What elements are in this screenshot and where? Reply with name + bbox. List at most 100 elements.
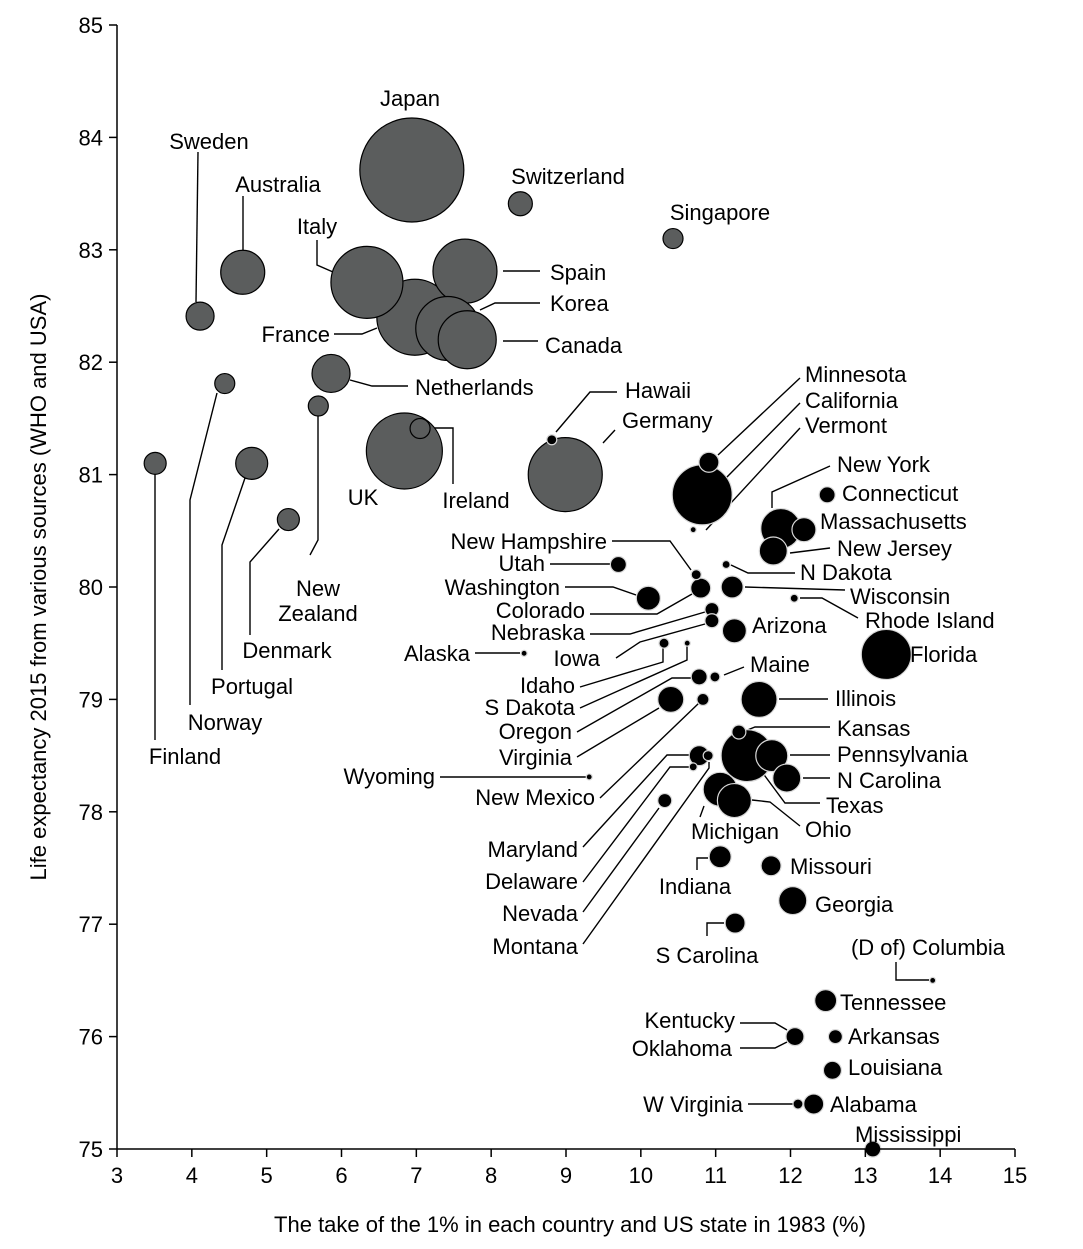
- label-norway: Norway: [188, 710, 263, 735]
- x-tick-label: 11: [704, 1163, 727, 1188]
- label-spain: Spain: [550, 260, 606, 285]
- bubble-tennessee: [814, 989, 838, 1013]
- label-ohio: Ohio: [805, 817, 851, 842]
- x-axis-label: The take of the 1% in each country and U…: [274, 1212, 866, 1237]
- x-tick-label: 4: [186, 1163, 198, 1188]
- bubble-new-mexico: [696, 692, 710, 707]
- x-tick-label: 7: [410, 1163, 422, 1188]
- bubble-w-virginia: [792, 1098, 804, 1110]
- bubble-kansas: [731, 724, 747, 740]
- bubble-ireland: [409, 417, 431, 440]
- label-utah: Utah: [499, 551, 545, 576]
- bubble-pennsylvania: [755, 738, 789, 773]
- bubble-iowa: [704, 613, 720, 629]
- label-delaware: Delaware: [485, 869, 578, 894]
- bubble-utah: [609, 555, 627, 574]
- label-rhode-island: Rhode Island: [865, 608, 995, 633]
- label-singapore: Singapore: [670, 200, 770, 225]
- leader-germany: [602, 429, 616, 444]
- leader-hawaii: [555, 391, 617, 433]
- bubble-n-dakota: [721, 559, 731, 570]
- leader-italy: [316, 240, 334, 273]
- bubble-new-zealand: [307, 395, 329, 417]
- leader-denmark: [249, 528, 280, 635]
- leader-colorado: [590, 593, 693, 615]
- label-georgia: Georgia: [815, 892, 894, 917]
- label-wyoming: Wyoming: [344, 764, 436, 789]
- label-w-virginia: W Virginia: [643, 1092, 744, 1117]
- label-korea: Korea: [550, 291, 609, 316]
- label-washington: Washington: [445, 575, 560, 600]
- bubble-missouri: [760, 855, 782, 877]
- bubble-norway: [214, 372, 236, 395]
- bubble-wyoming: [585, 773, 593, 781]
- label-oklahoma: Oklahoma: [632, 1036, 733, 1061]
- leader-new-zealand: [309, 416, 319, 556]
- leader-wisconsin: [744, 586, 846, 591]
- leader-s-dakota: [579, 646, 688, 709]
- bubble-montana: [702, 749, 714, 762]
- bubble-connecticut: [818, 486, 836, 504]
- leader-new-jersey: [789, 547, 831, 554]
- y-axis-label: Life expectancy 2015 from various source…: [26, 294, 51, 881]
- label-texas: Texas: [826, 793, 883, 818]
- bubble-switzerland: [507, 191, 533, 217]
- leader-korea: [479, 302, 540, 311]
- axes: 3 4 5 6 7 8 9 10 11 12 13 14 15757677787980818283848…: [79, 13, 1028, 1188]
- label-germany: Germany: [622, 408, 712, 433]
- bubble-uk: [365, 412, 443, 490]
- label-s-dakota: S Dakota: [485, 695, 576, 720]
- bubble-s-carolina: [724, 912, 746, 934]
- y-tick-label: 79: [79, 687, 103, 712]
- x-tick-label: 5: [261, 1163, 273, 1188]
- leader-ohio: [751, 799, 801, 827]
- bubble-new-jersey: [758, 536, 788, 566]
- leader-iowa: [615, 623, 706, 659]
- label-mississippi: Mississippi: [855, 1122, 961, 1147]
- label-n-carolina: N Carolina: [837, 768, 942, 793]
- bubble-s-dakota: [683, 639, 691, 647]
- y-tick-label: 85: [79, 13, 103, 38]
- bubble-d-of-columbia: [929, 976, 937, 985]
- label-denmark: Denmark: [242, 638, 332, 663]
- bubble-sweden: [185, 301, 215, 331]
- leader-oklahoma: [740, 1041, 788, 1049]
- leader-portugal: [221, 477, 246, 670]
- label-france: France: [262, 322, 330, 347]
- leader-indiana: [696, 857, 708, 870]
- label-netherlands: Netherlands: [415, 375, 534, 400]
- label-leaders: [154, 151, 929, 1105]
- leader-rhode-island: [800, 597, 859, 619]
- bubble-florida: [860, 628, 912, 681]
- bubble-minnesota: [698, 451, 720, 473]
- bubble-netherlands: [311, 353, 351, 394]
- bubble-massachusetts: [791, 517, 817, 543]
- label-uk: UK: [348, 485, 379, 510]
- bubble-illinois: [740, 680, 778, 719]
- bubble-virginia: [657, 685, 685, 714]
- label-vermont: Vermont: [805, 413, 887, 438]
- label-missouri: Missouri: [790, 854, 872, 879]
- bubble-finland: [143, 451, 167, 475]
- label-illinois: Illinois: [835, 686, 896, 711]
- x-tick-label: 6: [335, 1163, 347, 1188]
- label-kansas: Kansas: [837, 716, 910, 741]
- bubble-washington: [635, 585, 661, 611]
- leader-ireland: [430, 427, 454, 484]
- label-alaska: Alaska: [404, 641, 471, 666]
- label-virginia: Virginia: [499, 745, 573, 770]
- y-tick-label: 75: [79, 1137, 103, 1162]
- x-tick-label: 10: [629, 1163, 653, 1188]
- bubble-colorado: [690, 577, 712, 599]
- leader-d-of-columbia: [895, 962, 929, 981]
- label-maryland: Maryland: [488, 837, 578, 862]
- y-tick-label: 77: [79, 912, 103, 937]
- label-tennessee: Tennessee: [840, 990, 946, 1015]
- leader-n-dakota: [730, 564, 795, 574]
- y-tick-label: 81: [79, 463, 103, 488]
- bubble-hawaii: [546, 434, 558, 446]
- leader-maine: [723, 666, 745, 676]
- bubble-oregon: [690, 668, 708, 686]
- x-tick-label: 15: [1003, 1163, 1027, 1188]
